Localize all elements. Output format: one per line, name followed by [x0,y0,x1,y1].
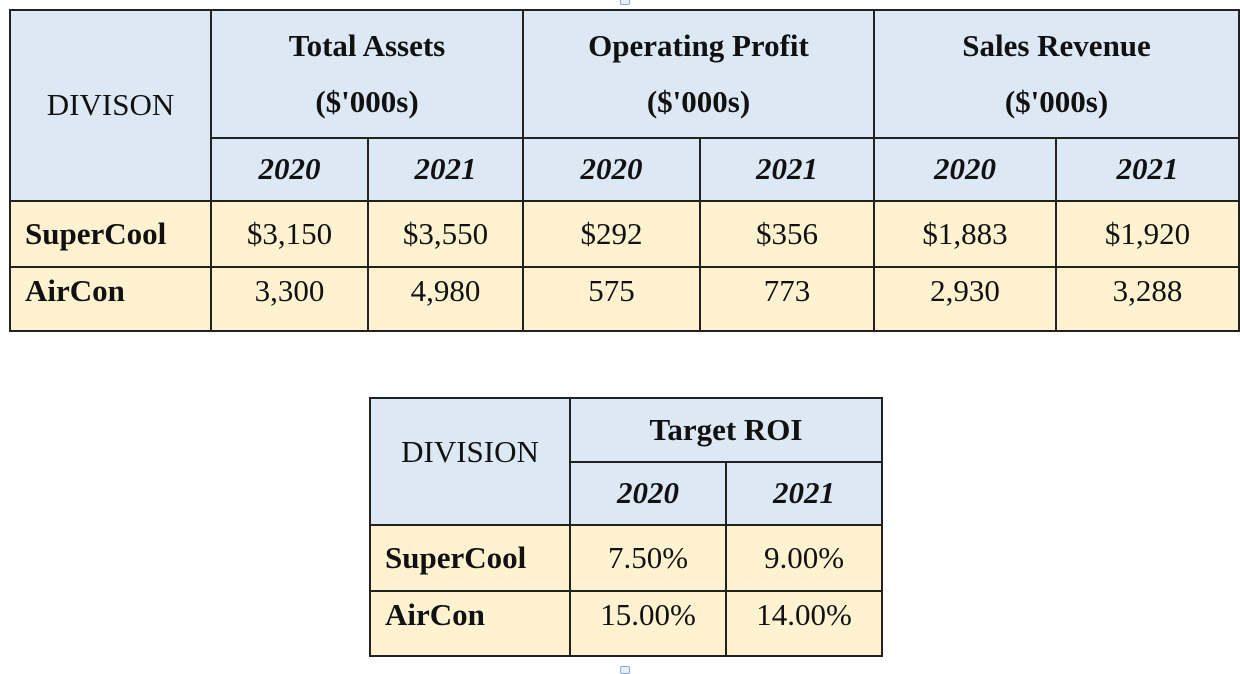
group-header-total-assets: Total Assets ($'000s) [210,9,524,139]
table-cell: $356 [698,200,876,268]
year-header: 2020 [522,137,701,202]
target-roi-table: DIVISION Target ROI 2020 2021 SuperCool … [369,397,883,657]
table-cell: 773 [698,266,876,332]
group-header-operating-profit: Operating Profit ($'000s) [521,9,876,139]
year-header: 2021 [367,137,524,202]
table-row: SuperCool 7.50% 9.00% [369,524,883,592]
year-header: 2021 [1055,137,1240,202]
table-cell: 15.00% [569,590,727,657]
year-header: 2021 [725,461,883,526]
year-header: 2020 [569,461,727,526]
table-row: AirCon 15.00% 14.00% [369,590,883,657]
table-row: SuperCool $3,150 $3,550 $292 $356 $1,883… [9,200,1240,268]
division-name: AirCon [9,266,212,332]
table-cell: 3,300 [210,266,369,332]
financials-table: DIVISON Total Assets ($'000s) Operating P… [9,9,1240,332]
table-row: AirCon 3,300 4,980 575 773 2,930 3,288 [9,266,1240,332]
division-header: DIVISION [369,397,571,526]
division-name: SuperCool [369,524,571,592]
table-cell: 4,980 [367,266,524,332]
year-header: 2020 [873,137,1058,202]
table-cell: 14.00% [725,590,883,657]
table-cell: 575 [522,266,701,332]
table-cell: $292 [522,200,701,268]
group-header-target-roi: Target ROI [569,397,883,463]
year-header: 2020 [210,137,369,202]
division-header: DIVISON [9,9,212,202]
table-cell: 3,288 [1055,266,1240,332]
anchor-marker-icon [620,666,630,674]
table-cell: $3,550 [367,200,524,268]
anchor-marker-icon [620,0,630,5]
group-header-sales-revenue: Sales Revenue ($'000s) [873,9,1240,139]
table-cell: $3,150 [210,200,369,268]
table-cell: 9.00% [725,524,883,592]
division-name: AirCon [369,590,571,657]
table-cell: $1,883 [873,200,1058,268]
division-name: SuperCool [9,200,212,268]
table-cell: 2,930 [873,266,1058,332]
table-cell: 7.50% [569,524,727,592]
year-header: 2021 [698,137,876,202]
table-cell: $1,920 [1055,200,1240,268]
